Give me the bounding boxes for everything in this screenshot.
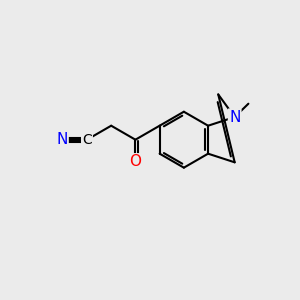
Text: N: N: [229, 110, 240, 124]
Text: N: N: [56, 132, 68, 147]
Text: C: C: [82, 133, 92, 147]
Text: O: O: [129, 154, 141, 169]
